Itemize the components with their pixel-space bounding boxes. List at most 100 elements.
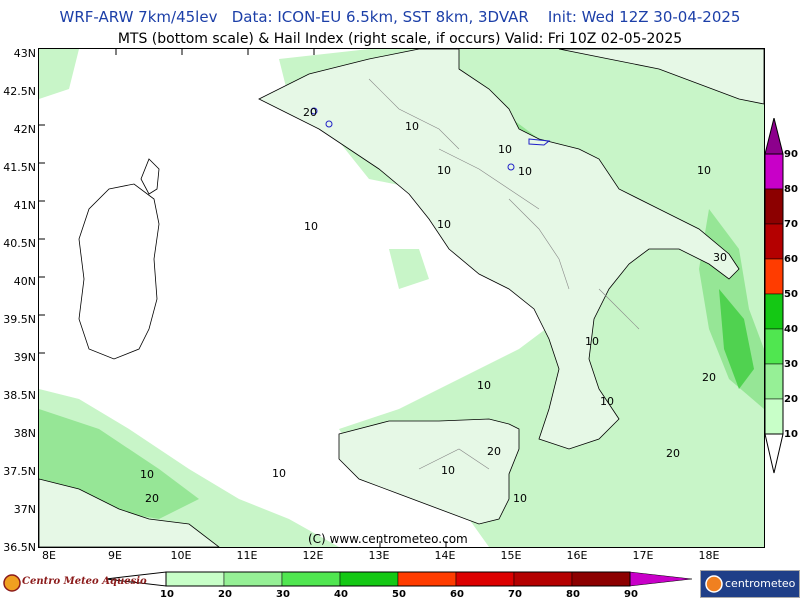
contour-label: 10 — [585, 335, 599, 348]
globe-icon — [705, 575, 723, 593]
lon-label: 13E — [368, 549, 390, 562]
hail-bar-label: 60 — [784, 254, 798, 265]
contour-label: 10 — [437, 218, 451, 231]
hail-bar-top-arrow — [764, 118, 784, 155]
contour-label: 10 — [304, 220, 318, 233]
hail-bar-segment — [764, 258, 784, 295]
lon-label: 12E — [302, 549, 324, 562]
hail-bar-bottom-arrow — [764, 433, 784, 474]
mts-bar-label: 40 — [334, 589, 348, 600]
hail-bar-label: 80 — [784, 184, 798, 195]
hail-bar-label: 90 — [784, 149, 798, 160]
contour-label: 10 — [498, 143, 512, 156]
contour-label: 10 — [272, 467, 286, 480]
region-borders — [368, 78, 640, 470]
contour-label: 30 — [713, 251, 727, 264]
contour-label: 20 — [487, 445, 501, 458]
mts-bar-right-arrow — [629, 571, 693, 587]
contour-label: 20 — [702, 371, 716, 384]
hail-marks — [310, 107, 551, 171]
sun-icon — [3, 574, 21, 592]
lat-label: 36.5N — [3, 541, 36, 554]
lat-label: 38N — [13, 427, 36, 440]
italian-peninsula — [258, 49, 740, 450]
title-line-1: WRF-ARW 7km/45lev Data: ICON-EU 6.5km, S… — [59, 8, 741, 26]
lat-label: 40.5N — [3, 237, 36, 250]
lat-label: 43N — [13, 47, 36, 60]
hail-bar-segment — [764, 328, 784, 365]
mts-bar-label: 50 — [392, 589, 406, 600]
mts-bar-segment — [571, 571, 631, 587]
lat-label: 41N — [13, 199, 36, 212]
mts-bar-segment — [339, 571, 399, 587]
hail-bar-label: 40 — [784, 324, 798, 335]
mts-bar-segment — [281, 571, 341, 587]
hail-bar-segment — [764, 153, 784, 190]
lat-label: 42.5N — [3, 85, 36, 98]
mts-bar-segment — [455, 571, 515, 587]
mts-bar-label: 10 — [160, 589, 174, 600]
centro-meteo-aquesio-logo: Centro Meteo Aquesio — [2, 570, 147, 596]
contour-label: 10 — [518, 165, 532, 178]
lat-label: 38.5N — [3, 389, 36, 402]
mts-bar-label: 90 — [624, 589, 638, 600]
copyright-text: (C) www.centrometeo.com — [308, 532, 468, 546]
contour-label: 10 — [600, 395, 614, 408]
hail-index-colorbar — [764, 118, 784, 474]
logo-left-text: Centro Meteo Aquesio — [22, 576, 147, 587]
hail-bar-segment — [764, 188, 784, 225]
mts-bar-segment — [223, 571, 283, 587]
forecast-map — [38, 48, 765, 548]
lon-label: 14E — [434, 549, 456, 562]
hail-bar-label: 70 — [784, 219, 798, 230]
mts-bar-segment — [165, 571, 225, 587]
mts-bar-border — [165, 571, 631, 587]
mts-bar-label: 80 — [566, 589, 580, 600]
contour-label: 10 — [513, 492, 527, 505]
lon-label: 15E — [500, 549, 522, 562]
mts-bar-label: 30 — [276, 589, 290, 600]
contour-label: 10 — [405, 120, 419, 133]
map-canvas — [39, 49, 764, 547]
hail-bar-segment — [764, 363, 784, 400]
lat-label: 37.5N — [3, 465, 36, 478]
mts-bar-segment — [397, 571, 457, 587]
mts-bar-segment — [513, 571, 573, 587]
hail-bar-label: 20 — [784, 394, 798, 405]
lat-label: 40N — [13, 275, 36, 288]
lat-label: 39.5N — [3, 313, 36, 326]
balkans — [558, 49, 764, 105]
hail-bar-label: 30 — [784, 359, 798, 370]
centrometeo-logo: centrometeo — [700, 570, 800, 598]
lon-label: 16E — [566, 549, 588, 562]
lat-label: 41.5N — [3, 161, 36, 174]
lon-label: 17E — [632, 549, 654, 562]
contour-label: 10 — [140, 468, 154, 481]
lon-label: 8E — [42, 549, 56, 562]
lon-label: 18E — [698, 549, 720, 562]
title-line-2: MTS (bottom scale) & Hail Index (right s… — [117, 31, 683, 47]
lon-label: 10E — [170, 549, 192, 562]
contour-label: 10 — [477, 379, 491, 392]
hail-bar-border — [764, 153, 784, 435]
hail-bar-label: 10 — [784, 429, 798, 440]
mts-bar-label: 70 — [508, 589, 522, 600]
contour-label: 10 — [441, 464, 455, 477]
lat-label: 39N — [13, 351, 36, 364]
contour-label: 20 — [666, 447, 680, 460]
sicily — [338, 418, 520, 525]
contour-label: 20 — [303, 106, 317, 119]
lon-label: 11E — [236, 549, 258, 562]
hail-bar-segment — [764, 398, 784, 435]
mts-colorbar — [106, 571, 693, 587]
hail-bar-segment — [764, 223, 784, 260]
contour-label: 20 — [145, 492, 159, 505]
lat-label: 37N — [13, 503, 36, 516]
africa-coast — [39, 478, 220, 547]
lon-label: 9E — [108, 549, 122, 562]
mts-bar-label: 20 — [218, 589, 232, 600]
hail-bar-label: 50 — [784, 289, 798, 300]
mts-bar-label: 60 — [450, 589, 464, 600]
lat-label: 42N — [13, 123, 36, 136]
contour-label: 10 — [437, 164, 451, 177]
